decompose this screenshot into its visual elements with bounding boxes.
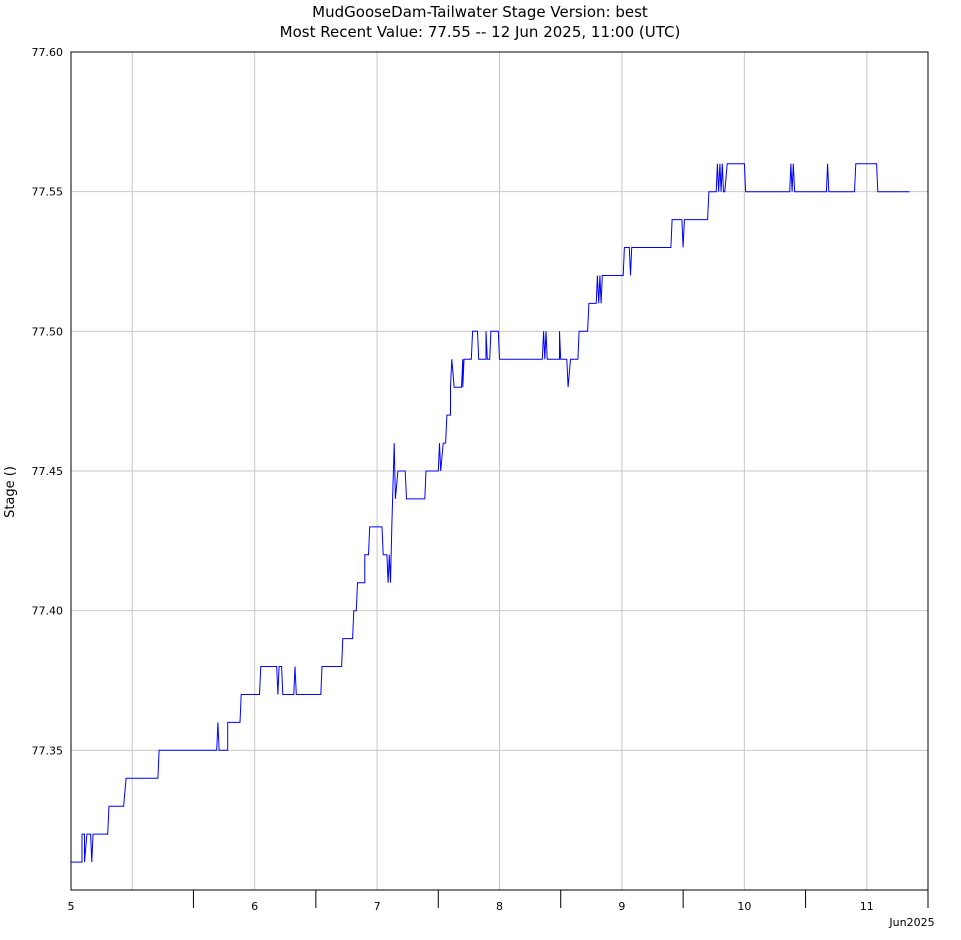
y-tick-label: 77.40 [32,605,64,618]
y-tick-label: 77.45 [32,465,64,478]
grid-lines [71,51,928,890]
x-tick-label: 8 [496,900,503,913]
chart-title: MudGooseDam-Tailwater Stage Version: bes… [312,3,648,21]
x-tick-label: 9 [618,900,625,913]
x-tick-label: 6 [251,900,258,913]
y-tick-label: 77.60 [32,46,64,59]
y-tick-labels: 77.35 77.40 77.45 77.50 77.55 77.60 [32,46,64,757]
x-unit-label: Jun2025 [888,916,934,929]
y-tick-label: 77.55 [32,186,64,199]
chart-subtitle: Most Recent Value: 77.55 -- 12 Jun 2025,… [280,23,681,41]
y-tick-label: 77.50 [32,325,64,338]
x-tick-label: 10 [737,900,751,913]
y-axis-label: Stage () [3,466,18,518]
x-tick-label: 5 [68,900,75,913]
x-tick-labels: 5 6 7 8 9 10 11 [68,890,929,913]
plot-frame [70,51,929,891]
x-tick-label: 11 [860,900,874,913]
y-tick-label: 77.35 [32,744,64,757]
stage-series-line [71,163,910,863]
x-tick-label: 7 [374,900,381,913]
